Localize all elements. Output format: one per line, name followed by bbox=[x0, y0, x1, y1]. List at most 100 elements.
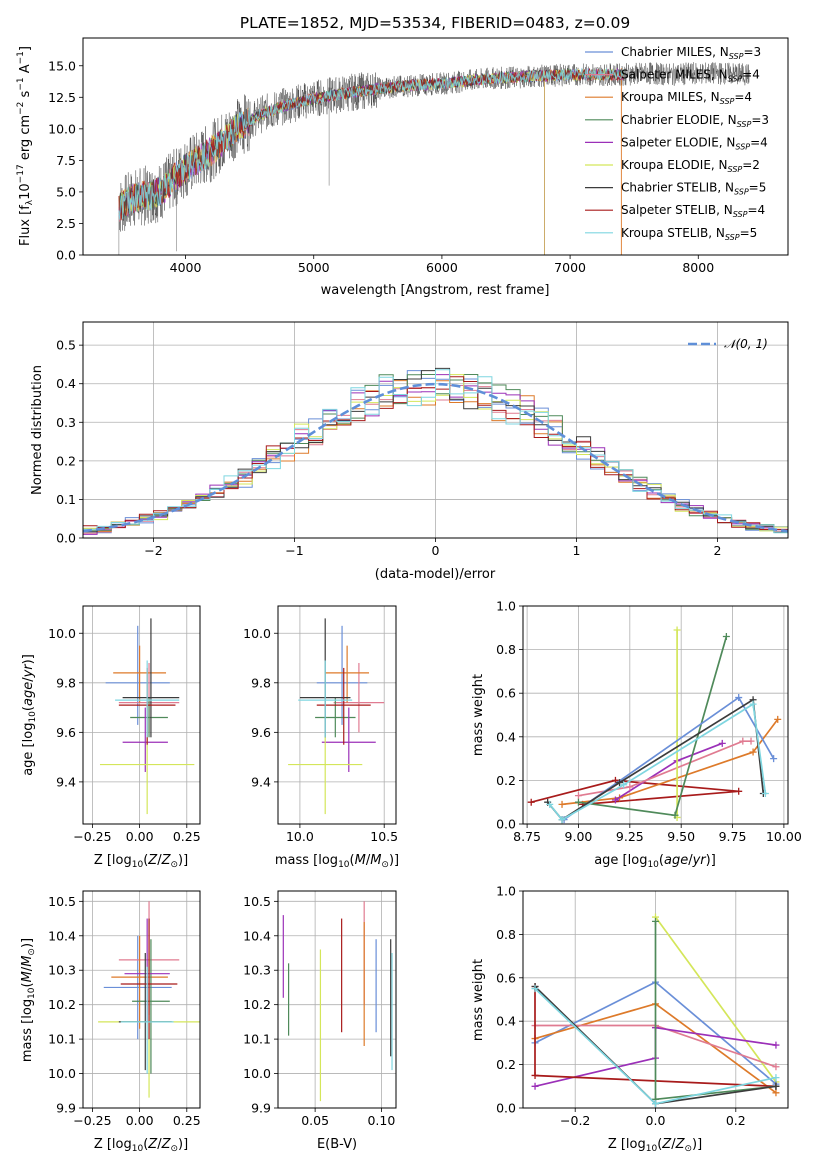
y-tick-label: 9.8 bbox=[56, 675, 76, 690]
x-tick-label: 0.00 bbox=[126, 1113, 154, 1128]
x-tick-label: 2 bbox=[714, 543, 722, 558]
x-tick-label: 0.25 bbox=[173, 1113, 201, 1128]
series-marker bbox=[574, 798, 582, 806]
y-tick-label: 10.1 bbox=[243, 1032, 271, 1047]
y-tick-label: 9.9 bbox=[251, 1101, 271, 1116]
y-axis-label: mass [log10(M/M⊙)] bbox=[20, 938, 37, 1062]
y-tick-label: 0.4 bbox=[496, 1014, 516, 1029]
series-marker bbox=[770, 755, 778, 763]
x-tick-label: 10.5 bbox=[370, 829, 398, 844]
legend-nssp: =3 bbox=[743, 45, 761, 59]
series-marker bbox=[739, 737, 747, 745]
legend-label: Salpeter STELIB, NSSP=4 bbox=[621, 203, 765, 219]
gaussian-curve bbox=[83, 382, 788, 533]
mass-vs-extinction-panel: 0.05 0.10 9.9 10.0 10.1 10.2 10.3 10.4 10.5 E(B-… bbox=[243, 890, 397, 1152]
series-marker bbox=[722, 633, 730, 641]
legend-label: Kroupa MILES, NSSP=4 bbox=[621, 90, 752, 106]
series-marker bbox=[531, 985, 539, 993]
x-tick-label: 8000 bbox=[682, 260, 714, 275]
y-tick-label: 12.5 bbox=[48, 90, 76, 105]
age-vs-metallicity-panel: −0.25 0.00 0.25 9.4 9.6 9.8 10.0 Z [log10(Z/Z⊙… bbox=[21, 605, 201, 870]
legend-label: Salpeter ELODIE, NSSP=4 bbox=[621, 135, 768, 151]
y-axis-label: mass weight bbox=[471, 674, 486, 756]
y-tick-label: 10.2 bbox=[48, 997, 76, 1012]
x-tick-label: 0.00 bbox=[126, 829, 154, 844]
x-tick-label: −2 bbox=[144, 543, 162, 558]
mass-weight-vs-age-panel: 8.75 9.00 9.25 9.50 9.75 10.00 0.0 0.2 0.4 0.6 0.8… bbox=[471, 599, 802, 871]
legend-subscript: SSP bbox=[728, 165, 743, 174]
legend-nssp: =5 bbox=[749, 181, 767, 195]
x-axis-label: Z [log10(Z/Z⊙)] bbox=[94, 1137, 188, 1154]
series-marker bbox=[772, 1041, 780, 1049]
y-tick-label: 0.8 bbox=[496, 642, 516, 657]
series-marker bbox=[718, 739, 726, 747]
mass-vs-metallicity-panel: −0.25 0.00 0.25 9.9 10.0 10.1 10.2 10.3 10.4 10.5… bbox=[20, 890, 201, 1154]
series-marker bbox=[558, 800, 566, 808]
y-tick-label: 0.0 bbox=[496, 1101, 516, 1116]
y-tick-label: 0.8 bbox=[496, 927, 516, 942]
y-tick-label: 10.4 bbox=[48, 928, 76, 943]
series-marker bbox=[735, 694, 743, 702]
x-axis-label: Z [log10(Z/Z⊙)] bbox=[608, 1137, 702, 1154]
x-axis-label: (data-model)/error bbox=[375, 567, 496, 582]
y-tick-label: 9.4 bbox=[251, 774, 271, 789]
legend-subscript: SSP bbox=[734, 188, 749, 197]
series-marker bbox=[558, 816, 566, 824]
y-tick-label: 10.3 bbox=[48, 963, 76, 978]
x-tick-label: 8.75 bbox=[513, 829, 541, 844]
series-marker bbox=[652, 1100, 659, 1108]
series-marker bbox=[774, 715, 782, 723]
x-tick-label: 1 bbox=[573, 543, 581, 558]
y-tick-label: 0.2 bbox=[496, 773, 516, 788]
spectrum-panel: PLATE=1852, MJD=53534, FIBERID=0483, z=0… bbox=[16, 14, 789, 298]
legend-nssp: =2 bbox=[742, 158, 760, 172]
x-tick-label: 10.0 bbox=[286, 829, 314, 844]
x-tick-label: 0 bbox=[432, 543, 440, 558]
y-tick-label: 5.0 bbox=[56, 184, 76, 199]
legend-label: Kroupa STELIB, NSSP=5 bbox=[621, 226, 757, 242]
y-tick-label: 10.2 bbox=[243, 997, 271, 1012]
series-marker bbox=[671, 811, 679, 819]
x-axis-label: age [log10(age/yr)] bbox=[594, 853, 716, 870]
legend-subscript: SSP bbox=[725, 233, 740, 242]
chart-title: PLATE=1852, MJD=53534, FIBERID=0483, z=0… bbox=[240, 14, 630, 32]
legend-label: 𝒩(0, 1) bbox=[724, 337, 768, 351]
series-marker bbox=[527, 798, 535, 806]
y-tick-label: 0.6 bbox=[496, 970, 516, 985]
series-marker bbox=[772, 1082, 780, 1090]
y-tick-label: 0.3 bbox=[56, 415, 76, 430]
series-marker bbox=[611, 796, 619, 804]
x-tick-label: 4000 bbox=[170, 260, 202, 275]
legend-label: Chabrier STELIB, NSSP=5 bbox=[621, 181, 766, 197]
x-tick-label: 9.75 bbox=[719, 829, 747, 844]
y-tick-label: 0.0 bbox=[56, 531, 76, 546]
y-tick-label: 9.4 bbox=[56, 774, 76, 789]
y-axis-label: Flux [fλ10−17 erg cm−2 s−1 A−1] bbox=[16, 46, 35, 246]
y-tick-label: 9.6 bbox=[56, 725, 76, 740]
legend-nssp: =4 bbox=[750, 135, 768, 149]
x-tick-label: −0.25 bbox=[73, 1113, 111, 1128]
histogram-step bbox=[83, 369, 788, 534]
y-tick-label: 10.0 bbox=[48, 626, 76, 641]
age-vs-mass-panel: 10.0 10.5 9.4 9.6 9.8 10.0 mass [log10(M/M⊙)] bbox=[243, 605, 399, 870]
legend-nssp: =4 bbox=[742, 68, 760, 82]
y-tick-label: 10.0 bbox=[48, 121, 76, 136]
x-tick-label: 0.2 bbox=[726, 1113, 746, 1128]
x-tick-label: 6000 bbox=[426, 260, 458, 275]
y-tick-label: 0.5 bbox=[56, 338, 76, 353]
series-marker bbox=[652, 917, 659, 925]
legend-label: Chabrier ELODIE, NSSP=3 bbox=[621, 113, 769, 129]
legend-subscript: SSP bbox=[729, 52, 744, 61]
y-tick-label: 9.6 bbox=[251, 725, 271, 740]
series-marker bbox=[749, 748, 757, 756]
series-marker bbox=[747, 737, 755, 745]
series-marker bbox=[772, 1074, 780, 1082]
y-axis-label: Normed distribution bbox=[30, 365, 45, 495]
x-tick-label: −0.25 bbox=[73, 829, 111, 844]
model-line bbox=[118, 69, 624, 218]
y-tick-label: 10.1 bbox=[48, 1032, 76, 1047]
x-axis-label: wavelength [Angstrom, rest frame] bbox=[321, 283, 550, 298]
x-axis-label: mass [log10(M/M⊙)] bbox=[275, 853, 399, 870]
x-tick-label: 0.0 bbox=[646, 1113, 666, 1128]
legend-subscript: SSP bbox=[733, 210, 748, 219]
